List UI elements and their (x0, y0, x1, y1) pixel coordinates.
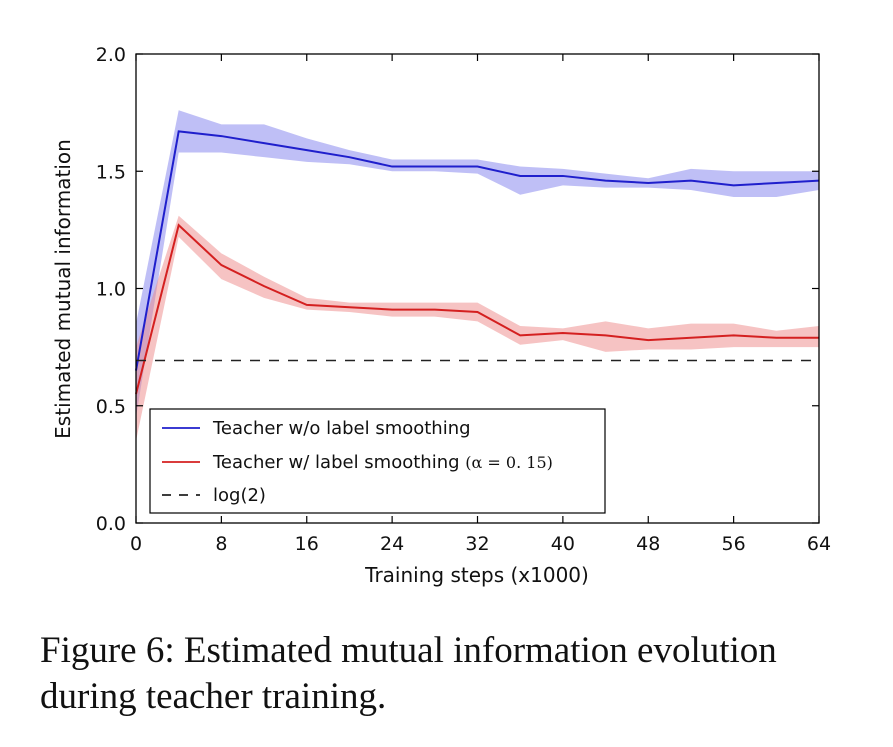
x-tick-label-56: 56 (722, 533, 746, 555)
x-tick-label-8: 8 (215, 533, 227, 555)
y-axis-label: Estimated mutual information (51, 139, 75, 439)
figure-caption: Figure 6: Estimated mutual information e… (40, 630, 777, 717)
x-tick-label-0: 0 (130, 533, 142, 555)
legend-label-alpha: (α = 0. 15) (465, 453, 553, 472)
y-tick-label-1: 1.0 (96, 279, 126, 301)
mutual-information-chart: 0 8 16 24 32 40 48 56 64 0.0 0.5 1.0 1.5 2.0 Trainin… (51, 44, 831, 587)
legend: Teacher w/o label smoothing Teacher w/ l… (149, 408, 606, 514)
line-teacher-w-o-label-smoothing (135, 130, 820, 371)
legend-label-teacher-smoothing-text: Teacher w/ label smoothing (212, 452, 460, 473)
y-tick-label-2: 2.0 (96, 44, 126, 66)
band-teacher-w-o-label-smoothing (136, 110, 819, 418)
x-axis-label: Training steps (x1000) (364, 563, 589, 587)
line-teacher-w-label-smoothing (135, 223, 819, 395)
x-axis-ticks: 0 8 16 24 32 40 48 56 64 (130, 54, 831, 555)
x-tick-label-64: 64 (807, 533, 831, 555)
legend-label-teacher-no-smoothing: Teacher w/o label smoothing (212, 418, 471, 439)
legend-label-teacher-smoothing: Teacher w/ label smoothing (α = 0. 15) (212, 452, 553, 473)
series-lines (135, 130, 820, 395)
y-tick-label-1-5: 1.5 (96, 161, 126, 183)
band-teacher-w-label-smoothing (136, 215, 819, 441)
x-tick-label-48: 48 (636, 533, 660, 555)
legend-label-log2: log(2) (213, 485, 266, 506)
x-tick-label-32: 32 (465, 533, 489, 555)
x-tick-label-40: 40 (551, 533, 575, 555)
y-tick-label-0-5: 0.5 (96, 396, 126, 418)
y-tick-label-0: 0.0 (96, 513, 126, 535)
x-tick-label-16: 16 (295, 533, 319, 555)
legend-box (149, 408, 606, 514)
x-tick-label-24: 24 (380, 533, 404, 555)
confidence-bands (136, 110, 819, 441)
y-axis-ticks: 0.0 0.5 1.0 1.5 2.0 (96, 44, 819, 535)
